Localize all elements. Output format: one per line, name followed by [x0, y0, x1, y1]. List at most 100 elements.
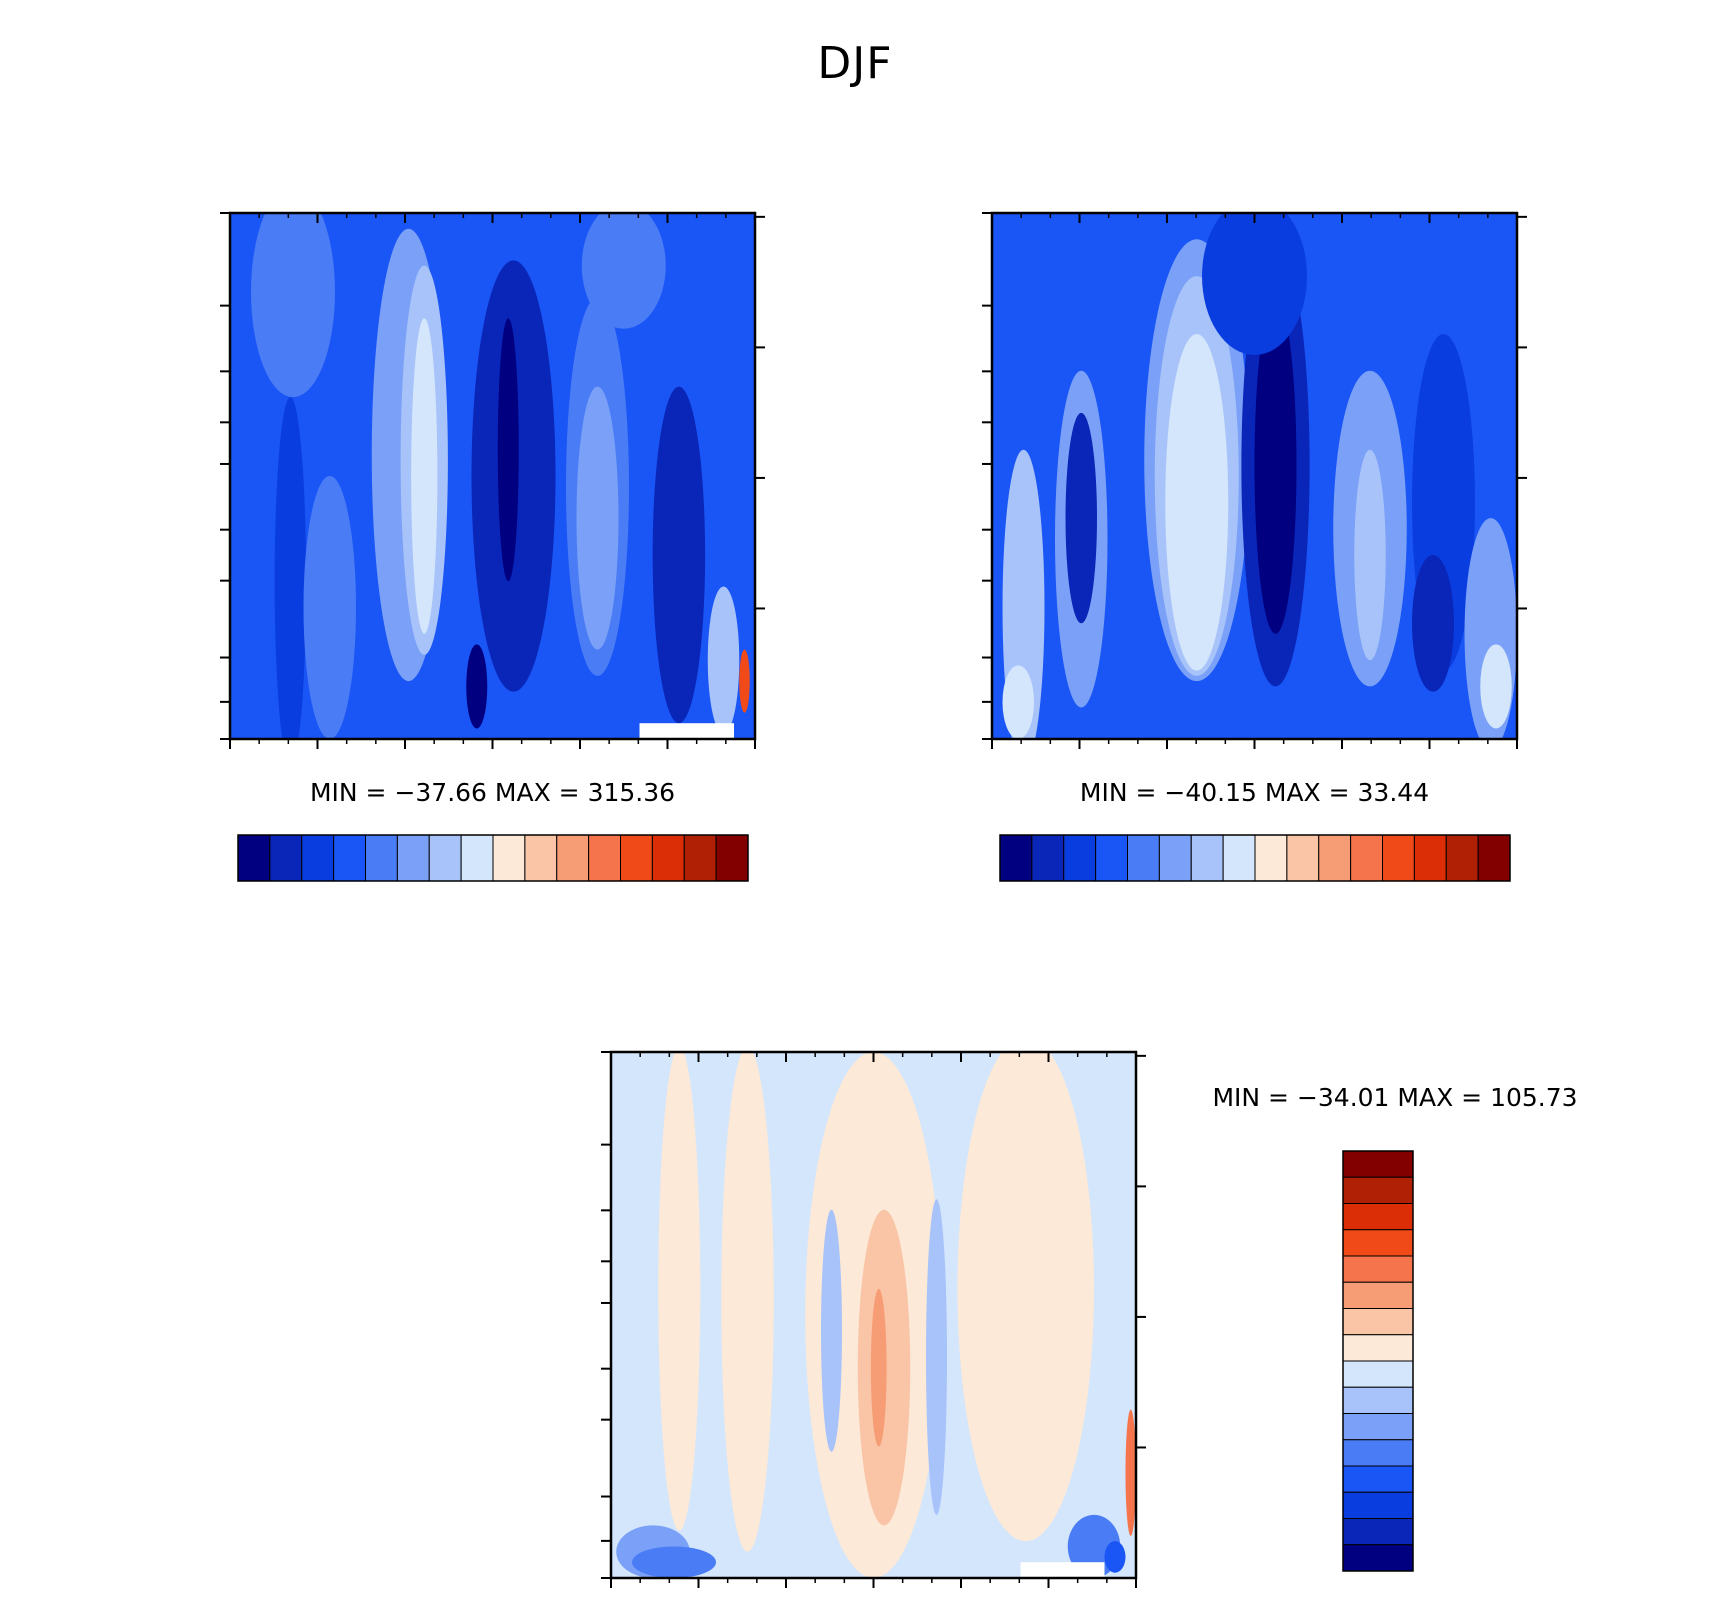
- panel-1: MIN = −37.66 MAX = 315.36: [220, 211, 765, 882]
- annotation-max-label: MAX: [495, 778, 551, 807]
- annotation-separator: =: [358, 778, 395, 807]
- colorbar-box: [1063, 834, 1097, 882]
- colorbar-box: [1477, 834, 1511, 882]
- colorbar: [1342, 1150, 1414, 1572]
- colorbar-box: [1350, 834, 1383, 882]
- colorbar-frame: [237, 834, 749, 882]
- shading-region: [466, 644, 488, 729]
- colorbar-box: [651, 834, 685, 882]
- shading-region: [581, 213, 666, 329]
- colorbar-box: [1342, 1386, 1414, 1414]
- shading-region: [739, 649, 750, 713]
- shading-region: [658, 1052, 701, 1531]
- shading-region: [497, 318, 519, 582]
- shading-region: [652, 386, 706, 724]
- colorbar-box: [1031, 834, 1065, 882]
- colorbar: [999, 834, 1511, 882]
- colorbar-box: [683, 834, 717, 882]
- colorbar-box: [1095, 834, 1128, 882]
- colorbar-box: [1413, 834, 1447, 882]
- shading-region: [632, 1546, 716, 1578]
- colorbar-box: [1342, 1281, 1414, 1309]
- figure-title: DJF: [817, 38, 893, 89]
- colorbar-box: [1342, 1439, 1414, 1467]
- shading-region: [1125, 1409, 1136, 1536]
- shading-region: [707, 586, 740, 734]
- contour-shading: [992, 213, 1517, 739]
- annotation-separator: =: [1260, 1083, 1297, 1112]
- colorbar-box: [1254, 834, 1288, 882]
- shading-region: [411, 318, 438, 634]
- shading-region: [1104, 1541, 1126, 1573]
- colorbar-box: [333, 834, 366, 882]
- colorbar-frame: [1342, 1150, 1414, 1572]
- colorbar-box: [365, 834, 398, 882]
- colorbar-box: [1342, 1255, 1414, 1283]
- annotation-separator: [1389, 1083, 1397, 1112]
- annotation-min-label: MIN: [1212, 1083, 1260, 1112]
- missing-data-region: [639, 723, 734, 739]
- shading-region: [1002, 665, 1034, 739]
- colorbar-box: [460, 834, 494, 882]
- panel-2: MIN = −40.15 MAX = 33.44: [982, 211, 1527, 882]
- annotation-min-value: −37.66: [394, 778, 487, 807]
- shading-region: [1354, 449, 1386, 661]
- shading-region: [721, 1052, 774, 1552]
- colorbar-box: [492, 834, 526, 882]
- colorbar-box: [1158, 834, 1192, 882]
- shading-region: [821, 1209, 842, 1452]
- colorbar-box: [715, 834, 749, 882]
- annotation-separator: =: [1128, 778, 1165, 807]
- min-max-annotation: MIN = −40.15 MAX = 33.44: [1080, 778, 1429, 807]
- colorbar-box: [1342, 1229, 1414, 1257]
- annotation-separator: =: [1321, 778, 1358, 807]
- colorbar-box: [588, 834, 621, 882]
- colorbar-box: [237, 834, 271, 882]
- colorbar-box: [1342, 1334, 1414, 1362]
- colorbar-frame: [999, 834, 1511, 882]
- colorbar: [237, 834, 749, 882]
- annotation-max-value: 33.44: [1358, 778, 1430, 807]
- colorbar-box: [556, 834, 590, 882]
- colorbar-box: [1190, 834, 1224, 882]
- shading-region: [1065, 412, 1097, 624]
- colorbar-box: [1222, 834, 1256, 882]
- annotation-max-label: MAX: [1397, 1083, 1453, 1112]
- colorbar-box: [1342, 1491, 1414, 1519]
- colorbar-box: [1382, 834, 1415, 882]
- colorbar-box: [1127, 834, 1160, 882]
- shading-region: [251, 213, 335, 398]
- shading-region: [926, 1199, 947, 1515]
- shading-region: [1254, 297, 1297, 634]
- shading-region: [1202, 213, 1307, 355]
- contour-shading: [230, 213, 755, 739]
- colorbar-box: [1342, 1360, 1414, 1388]
- annotation-max-label: MAX: [1265, 778, 1321, 807]
- colorbar-box: [1342, 1518, 1414, 1546]
- colorbar-box: [999, 834, 1033, 882]
- colorbar-box: [1342, 1203, 1414, 1231]
- colorbar-box: [1286, 834, 1320, 882]
- annotation-min-label: MIN: [1080, 778, 1128, 807]
- colorbar-box: [1342, 1150, 1414, 1178]
- colorbar-box: [269, 834, 303, 882]
- shading-region: [1002, 449, 1045, 739]
- annotation-separator: [1257, 778, 1265, 807]
- colorbar-box: [301, 834, 335, 882]
- shading-region: [303, 476, 356, 739]
- colorbar-box: [1445, 834, 1479, 882]
- colorbar-box: [1342, 1465, 1414, 1493]
- panel-3: MIN = −34.01 MAX = 105.73: [601, 1050, 1578, 1588]
- shading-region: [957, 1052, 1094, 1542]
- contour-shading: [611, 1052, 1136, 1578]
- colorbar-box: [428, 834, 462, 882]
- shading-region: [1412, 554, 1454, 692]
- annotation-separator: [487, 778, 495, 807]
- annotation-min-label: MIN: [310, 778, 358, 807]
- annotation-separator: =: [1453, 1083, 1490, 1112]
- shading-region: [1480, 644, 1512, 729]
- shading-region: [870, 1288, 887, 1447]
- min-max-annotation: MIN = −37.66 MAX = 315.36: [310, 778, 675, 807]
- colorbar-box: [1342, 1308, 1414, 1336]
